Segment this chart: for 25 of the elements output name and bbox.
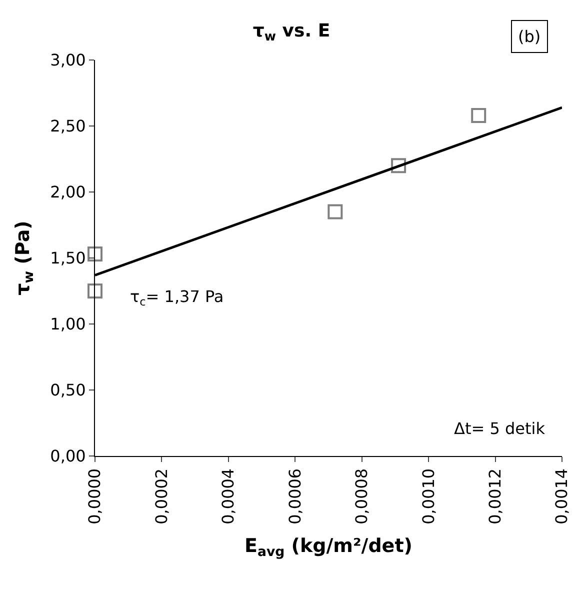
y-tick-label: 0,50 bbox=[50, 380, 86, 400]
point bbox=[471, 108, 486, 123]
y-tick-label: 2,00 bbox=[50, 182, 86, 202]
x-tick-label: 0,0006 bbox=[285, 468, 304, 524]
x-tick-label: 0,0000 bbox=[85, 468, 104, 524]
point bbox=[391, 158, 406, 174]
annotation: Δt= 5 detik bbox=[454, 419, 546, 438]
x-tick-label: 0,0008 bbox=[352, 468, 372, 524]
x-tick-label: 0,0004 bbox=[218, 468, 238, 524]
x-tick-label: 0,0014 bbox=[552, 468, 572, 524]
y-tick-label: 3,00 bbox=[50, 50, 86, 70]
point bbox=[328, 204, 343, 220]
y-tick-label: 0,00 bbox=[50, 446, 86, 466]
x-tick-label: 0,0010 bbox=[418, 468, 438, 524]
point bbox=[88, 246, 102, 262]
y-tick-label: 1,50 bbox=[50, 248, 86, 268]
chart-title: τ$_{w}$ vs. E bbox=[252, 20, 330, 44]
annotation: τ$_{c}$= 1,37 Pa bbox=[130, 287, 224, 308]
point bbox=[88, 284, 102, 298]
text: (b) bbox=[518, 27, 541, 46]
x-tick-label: 0,0012 bbox=[485, 468, 504, 524]
x-axis-title: E$_{avg}$ (kg/m²/det) bbox=[244, 535, 412, 560]
x-tick-label: 0,0002 bbox=[152, 468, 171, 524]
y-tick-label: 2,50 bbox=[50, 116, 86, 136]
y-tick-label: 1,00 bbox=[50, 314, 86, 334]
